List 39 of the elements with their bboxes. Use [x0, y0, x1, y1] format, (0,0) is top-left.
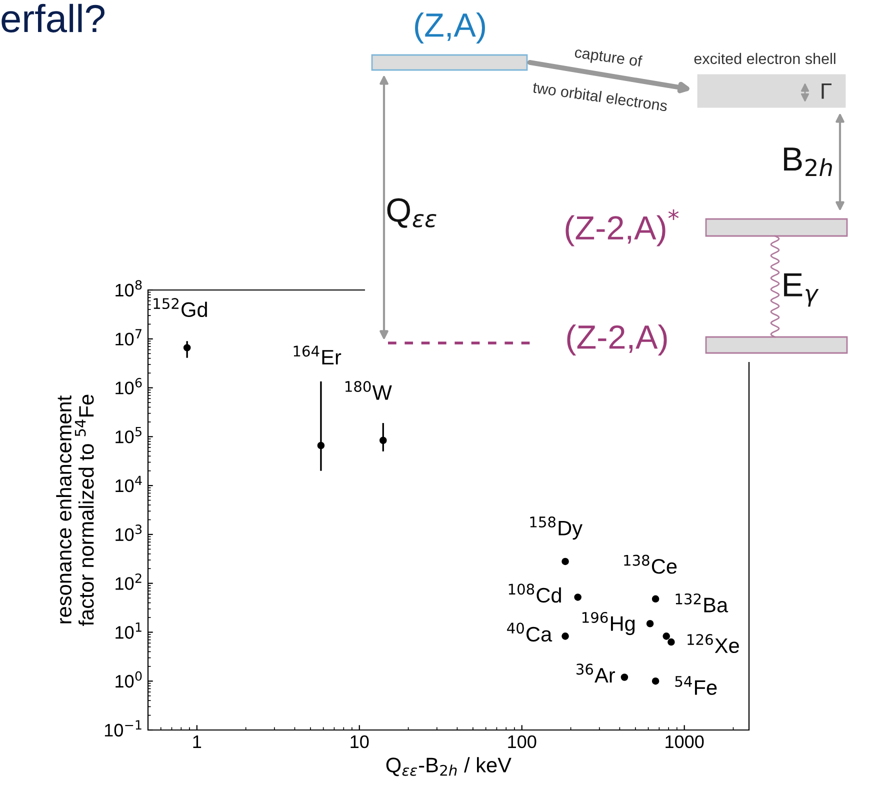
annotation: $^{152}$Gd — [154, 298, 207, 318]
x-tick-label: 1000 — [666, 735, 704, 748]
annotation: $^{36}$Ar — [576, 664, 616, 682]
text: (Z,A) — [415, 12, 485, 44]
annotation: (Z-2,A) — [567, 324, 667, 356]
x-tick-label: 100 — [508, 735, 536, 748]
y-tick-label: 10$^{4}$ — [116, 476, 142, 492]
text: capture of — [574, 46, 643, 70]
y-tick-label: 10$^{5}$ — [116, 426, 142, 444]
text: (Z-2,A)$^{*}$ — [566, 209, 679, 246]
y-tick-label: 10$^{2}$ — [116, 573, 142, 590]
text: excited electron shell — [694, 52, 836, 64]
y-tick-label: 10$^{7}$ — [116, 329, 142, 346]
y-tick-label: 10$^{−1}$ — [104, 720, 142, 737]
annotation: $^{132}$Ba — [676, 593, 728, 612]
annotation: $^{40}$Ca — [507, 622, 552, 642]
text: B$_{2h}$ — [784, 148, 832, 176]
y-tick-label: 10$^{3}$ — [116, 524, 142, 542]
y-tick-label: 10$^{8}$ — [116, 280, 142, 297]
annotation: $^{108}$Cd — [508, 584, 561, 603]
text: E$_{γ}$ — [784, 273, 819, 307]
annotation: $^{126}$Xe — [688, 634, 739, 654]
y-tick-label: 10$^{6}$ — [116, 378, 142, 394]
x-tick-label: 1 — [193, 736, 202, 748]
x-tick-label: 10 — [350, 735, 369, 748]
text: Q$_{εε}$ — [387, 198, 436, 228]
text: Γ — [822, 83, 832, 99]
annotation: $^{138}$Ce — [624, 554, 677, 574]
y-tick-label: 10$^{0}$ — [116, 671, 142, 688]
annotation: $^{164}$Er — [294, 346, 342, 364]
annotation: $^{158}$Dy — [530, 516, 582, 540]
text: two orbital electrons — [532, 82, 668, 112]
x-axis-title: Q$_{εε}$-B$_{2h}$ / keV — [386, 757, 512, 776]
annotation: $^{196}$Hg — [582, 612, 635, 636]
y-tick-label: 10$^{1}$ — [116, 622, 142, 639]
annotation: $^{54}$Fe — [675, 676, 717, 695]
annotation: $^{180}$W — [345, 380, 392, 400]
y-axis-title: resonance enhancement factor normalized to $^{54}$Fe — [56, 394, 94, 626]
chart-title: erfall? — [2, 4, 104, 32]
